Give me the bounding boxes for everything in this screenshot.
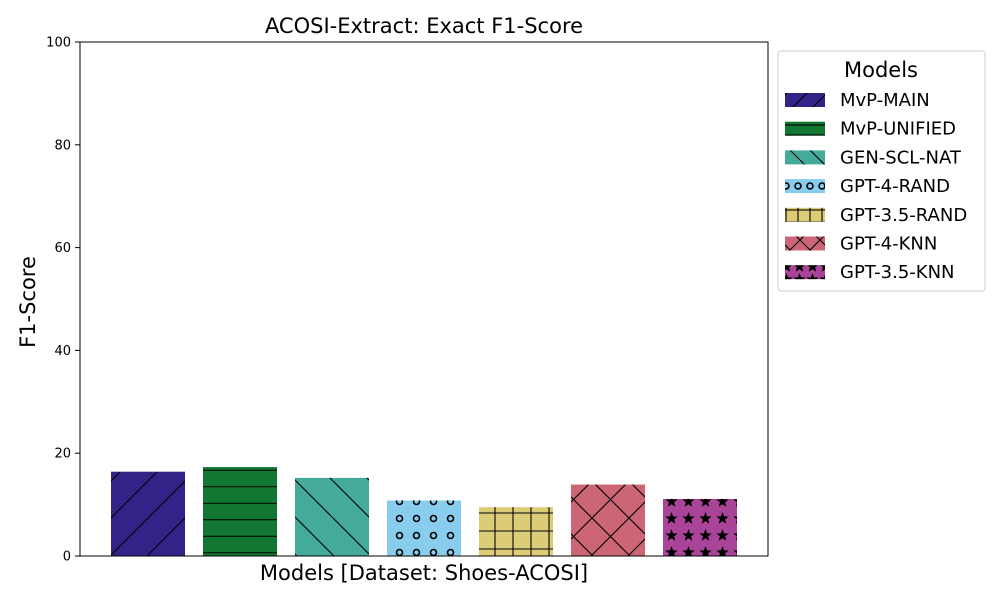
y-tick-label: 80 bbox=[54, 138, 71, 153]
legend-label: MvP-MAIN bbox=[840, 90, 930, 111]
bar-gpt-3.5-knn bbox=[663, 498, 737, 556]
y-axis-label: F1-Score bbox=[16, 256, 40, 348]
legend-label: MvP-UNIFIED bbox=[840, 119, 956, 140]
legend-swatch bbox=[785, 179, 825, 194]
legend-frame bbox=[777, 50, 986, 292]
y-tick-label: 20 bbox=[54, 447, 71, 462]
legend-title: Models bbox=[844, 58, 918, 82]
chart-title: ACOSI-Extract: Exact F1-Score bbox=[265, 14, 583, 38]
legend-swatch bbox=[785, 150, 825, 165]
legend-swatch bbox=[785, 236, 825, 251]
y-tick-label: 0 bbox=[63, 550, 71, 565]
legend-swatch bbox=[785, 93, 825, 107]
legend-label: GPT-3.5-RAND bbox=[840, 205, 967, 226]
bar-gpt-3.5-rand bbox=[479, 507, 553, 556]
legend-label: GPT-4-RAND bbox=[840, 176, 950, 197]
legend: Models MvP-MAIN MvP-UNIFIED GEN-SCL-NAT GPT… bbox=[777, 50, 986, 292]
y-tick-label: 100 bbox=[46, 36, 71, 51]
bar-mvp-main bbox=[111, 471, 185, 556]
legend-swatch bbox=[785, 207, 825, 222]
bar-gen-scl-nat bbox=[295, 477, 369, 556]
legend-swatch bbox=[785, 265, 825, 280]
legend-label: GPT-4-KNN bbox=[840, 234, 937, 255]
legend-items: MvP-MAIN MvP-UNIFIED GEN-SCL-NAT GPT-4-RAND… bbox=[785, 90, 967, 283]
bar-gpt-4-rand bbox=[387, 500, 461, 556]
plot-area-frame bbox=[79, 41, 769, 557]
bar-gpt-4-knn bbox=[571, 484, 645, 556]
bars-layer bbox=[111, 467, 737, 556]
bar-mvp-unified bbox=[203, 467, 277, 556]
y-tick-label: 60 bbox=[54, 241, 71, 256]
legend-swatch bbox=[785, 121, 825, 136]
legend-label: GPT-3.5-KNN bbox=[840, 262, 955, 283]
x-axis-label: Models [Dataset: Shoes-ACOSI] bbox=[260, 561, 588, 585]
y-tick-label: 40 bbox=[54, 344, 71, 359]
y-axis: 0 20 40 60 80 100 bbox=[46, 36, 80, 565]
legend-label: GEN-SCL-NAT bbox=[840, 147, 962, 168]
